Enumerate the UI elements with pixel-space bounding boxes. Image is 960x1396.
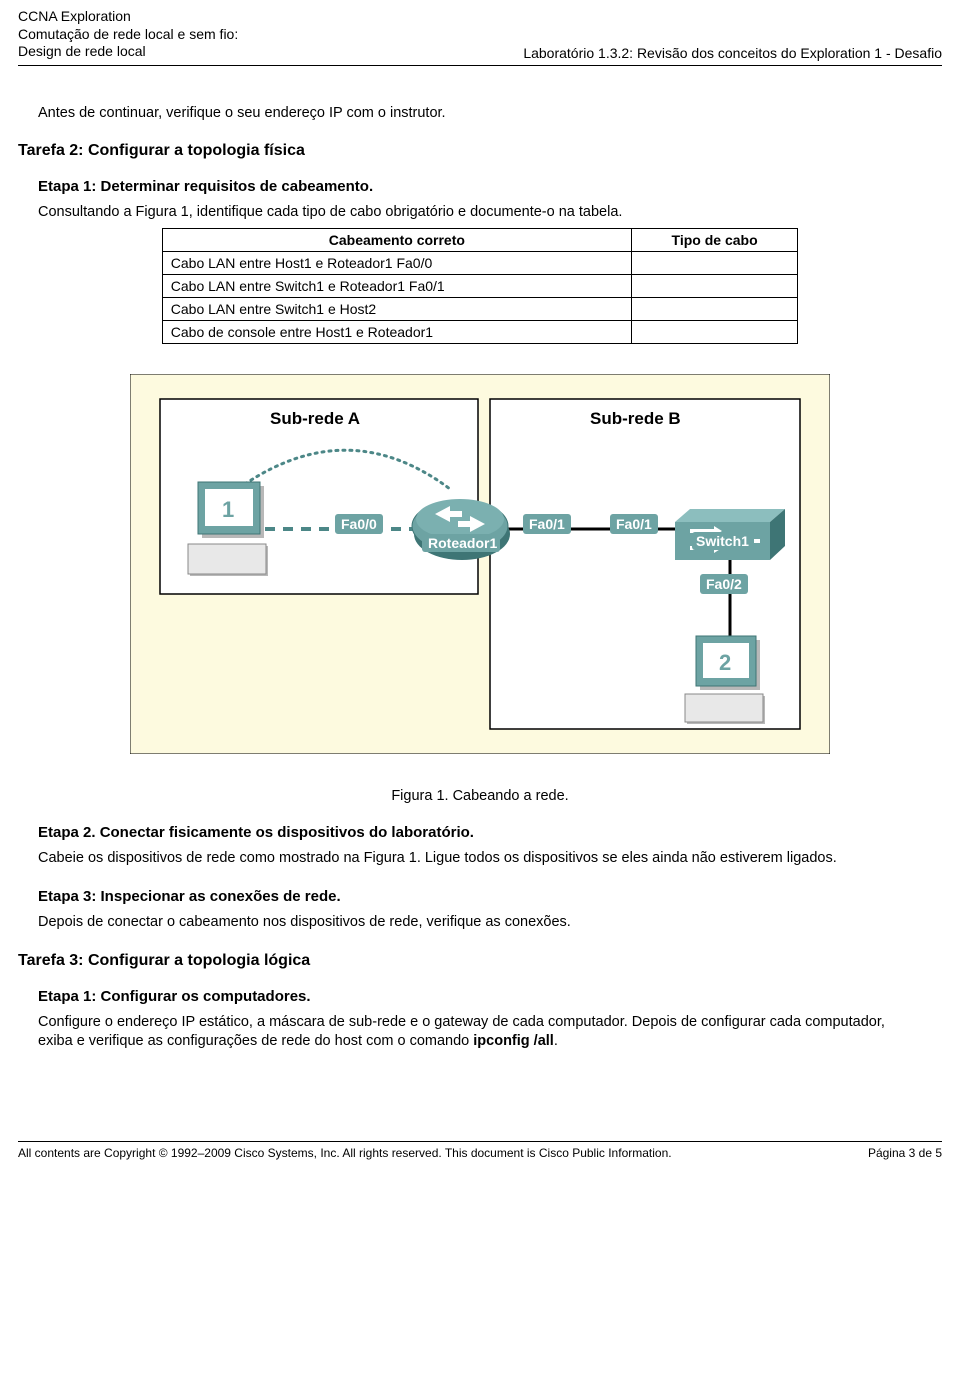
task-3-heading: Tarefa 3: Configurar a topologia lógica [18, 952, 922, 970]
network-diagram: Sub-rede A Sub-rede B 1 [130, 374, 830, 758]
header-line-3: Design de rede local [18, 43, 238, 61]
step-2-desc: Cabeie os dispositivos de rede como most… [38, 849, 922, 868]
task3-step1-text-b: . [554, 1033, 558, 1049]
router-label: Roteador1 [428, 535, 497, 551]
step-3-desc: Depois de conectar o cabeamento nos disp… [38, 913, 922, 932]
figure-caption: Figura 1. Cabeando a rede. [38, 788, 922, 804]
footer-copyright: All contents are Copyright © 1992–2009 C… [18, 1146, 672, 1160]
table-header-2: Tipo de cabo [631, 229, 797, 252]
header-right: Laboratório 1.3.2: Revisão dos conceitos… [523, 45, 942, 61]
task3-step-1-desc: Configure o endereço IP estático, a másc… [38, 1013, 922, 1051]
host2-label: 2 [719, 650, 731, 675]
cable-table: Cabeamento correto Tipo de cabo Cabo LAN… [162, 228, 798, 344]
table-row: Cabo LAN entre Switch1 e Host2 [162, 298, 797, 321]
ipconfig-command: ipconfig /all [473, 1033, 554, 1049]
table-row: Cabo LAN entre Switch1 e Roteador1 Fa0/1 [162, 275, 797, 298]
fa01-label: Fa0/1 [529, 516, 565, 532]
table-cell-empty [631, 252, 797, 275]
switch-icon: Switch1 [675, 509, 785, 560]
step-1-desc: Consultando a Figura 1, identifique cada… [38, 203, 922, 222]
footer-page-number: Página 3 de 5 [868, 1146, 942, 1160]
intro-paragraph: Antes de continuar, verifique o seu ende… [38, 104, 922, 123]
host2-icon: 2 [685, 636, 765, 724]
task-2-heading: Tarefa 2: Configurar a topologia física [18, 142, 922, 160]
header-line-1: CCNA Exploration [18, 8, 238, 26]
page-header: CCNA Exploration Comutação de rede local… [18, 0, 942, 66]
header-line-2: Comutação de rede local e sem fio: [18, 26, 238, 44]
step-1-title: Etapa 1: Determinar requisitos de cabeam… [38, 178, 922, 195]
page-footer: All contents are Copyright © 1992–2009 C… [18, 1141, 942, 1160]
subnet-b-label: Sub-rede B [590, 409, 681, 428]
table-row: Cabo LAN entre Host1 e Roteador1 Fa0/0 [162, 252, 797, 275]
table-row: Cabo de console entre Host1 e Roteador1 [162, 321, 797, 344]
host1-icon: 1 [188, 482, 268, 576]
host1-label: 1 [222, 497, 234, 522]
switch-label: Switch1 [696, 533, 749, 549]
table-header-1: Cabeamento correto [162, 229, 631, 252]
task3-step-1-title: Etapa 1: Configurar os computadores. [38, 988, 922, 1005]
table-cell-empty [631, 321, 797, 344]
step-2-title: Etapa 2. Conectar fisicamente os disposi… [38, 824, 922, 841]
step-3-title: Etapa 3: Inspecionar as conexões de rede… [38, 888, 922, 905]
router-icon: Roteador1 [412, 499, 510, 560]
fa02-label: Fa0/2 [706, 576, 742, 592]
table-cell-empty [631, 298, 797, 321]
table-cell: Cabo LAN entre Host1 e Roteador1 Fa0/0 [162, 252, 631, 275]
subnet-a-label: Sub-rede A [270, 409, 360, 428]
fa01b-label: Fa0/1 [616, 516, 652, 532]
table-cell: Cabo de console entre Host1 e Roteador1 [162, 321, 631, 344]
table-cell: Cabo LAN entre Switch1 e Roteador1 Fa0/1 [162, 275, 631, 298]
fa00-label: Fa0/0 [341, 516, 377, 532]
task3-step1-text-a: Configure o endereço IP estático, a másc… [38, 1014, 885, 1049]
table-cell: Cabo LAN entre Switch1 e Host2 [162, 298, 631, 321]
table-cell-empty [631, 275, 797, 298]
